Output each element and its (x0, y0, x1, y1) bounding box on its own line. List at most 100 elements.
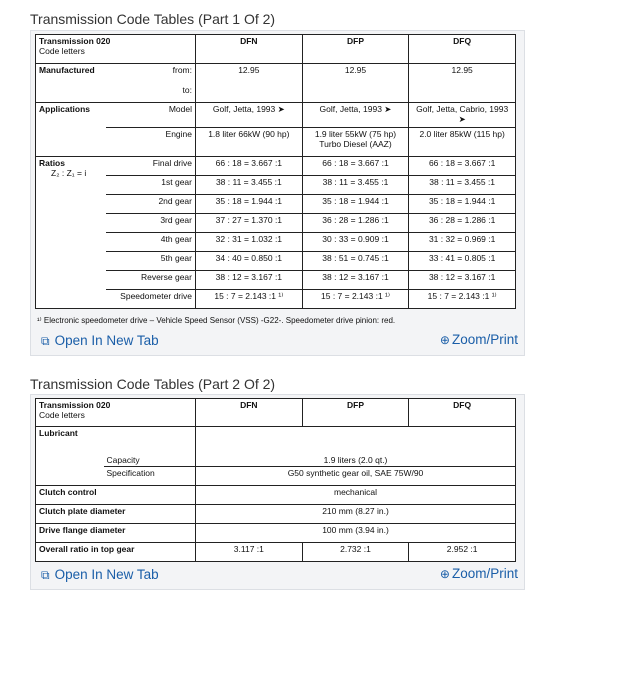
ratio-row: 1st gear 38 : 11 = 3.455 :1 38 : 11 = 3.45… (36, 175, 516, 195)
engine-label: Engine (105, 127, 196, 157)
cell: 2.0 liter 85kW (115 hp) (408, 127, 516, 157)
drive-flange-label: Drive flange diameter (35, 523, 196, 543)
col-dfq: DFQ (408, 398, 516, 427)
model-label: Model (105, 102, 196, 128)
ratio-cell: 34 : 40 = 0.850 :1 (195, 251, 303, 271)
part2-table-image: Transmission 020 Code letters DFN DFP DFQ L… (35, 398, 516, 562)
ratio-row: Reverse gear 38 : 12 = 3.167 :1 38 : 12 = … (36, 270, 516, 290)
ratio-cell: 33 : 41 = 0.805 :1 (408, 251, 516, 271)
cell: mechanical (195, 485, 516, 505)
ratio-cell: 38 : 12 = 3.167 :1 (195, 270, 303, 290)
overall-ratio-label: Overall ratio in top gear (35, 542, 196, 562)
header-l1: Transmission 020 (39, 400, 111, 410)
cell: 1.9 liter 55kW (75 hp) Turbo Diesel (AAZ… (301, 127, 410, 157)
zoom-label: Zoom/Print (451, 332, 518, 347)
ratio-row: Ratios Z₂ : Z₁ = i Final drive 66 : 18 = 3.… (35, 156, 516, 309)
cell: 210 mm (8.27 in.) (195, 504, 516, 524)
ratios-label: Ratios Z₂ : Z₁ = i (35, 156, 106, 309)
zoom-icon: ⊕ (439, 333, 450, 347)
col-dfp: DFP (301, 398, 410, 427)
ratio-cell: 35 : 18 = 1.944 :1 (195, 194, 303, 214)
cell: 12.95 (301, 63, 410, 103)
cell: Golf, Jetta, 1993 ➤ (301, 102, 410, 128)
ratio-cell: 37 : 27 = 1.370 :1 (195, 213, 303, 233)
ratio-cell: 38 : 51 = 0.745 :1 (301, 251, 410, 271)
footnote: ¹⁾ Electronic speedometer drive – Vehicl… (37, 316, 396, 325)
cell: G50 synthetic gear oil, SAE 75W/90 (195, 466, 516, 486)
cell: 12.95 (195, 63, 303, 103)
cell: 100 mm (3.94 in.) (195, 523, 516, 543)
col-dfn: DFN (195, 34, 303, 64)
gear-label: 3rd gear (105, 213, 196, 233)
ratio-cell: 38 : 12 = 3.167 :1 (408, 270, 516, 290)
ratio-cell: 15 : 7 = 2.143 :1 ¹⁾ (301, 289, 410, 309)
ratio-cell: 32 : 31 = 1.032 :1 (195, 232, 303, 252)
part1-title: Transmission Code Tables (Part 1 Of 2) (30, 11, 276, 27)
cell: 1.8 liter 66kW (90 hp) (195, 127, 303, 157)
ratio-cell: 38 : 11 = 3.455 :1 (301, 175, 410, 195)
col-dfn: DFN (195, 398, 303, 427)
zoom-label: Zoom/Print (451, 566, 518, 581)
open-tab-label: Open In New Tab (54, 333, 159, 348)
ratio-cell: 66 : 18 = 3.667 :1 (408, 156, 516, 176)
open-tab-icon: ⧉ (41, 568, 50, 582)
ratio-cell: 38 : 11 = 3.455 :1 (408, 175, 516, 195)
zoom-print-link[interactable]: ⊕ Zoom/Print (440, 332, 518, 347)
lubricant-label: Lubricant (35, 426, 104, 486)
cell: 3.117 :1 (195, 542, 303, 562)
ratio-cell: 35 : 18 = 1.944 :1 (301, 194, 410, 214)
part1-table-image: Transmission 020 Code letters DFN DFP DFQ M… (35, 34, 516, 309)
gear-label: 1st gear (105, 175, 196, 195)
open-tab-label: Open In New Tab (54, 567, 159, 582)
ratio-row: 3rd gear 37 : 27 = 1.370 :1 36 : 28 = 1.28… (36, 213, 516, 233)
gear-label: 2nd gear (105, 194, 196, 214)
capacity-label: Capacity (103, 426, 196, 467)
open-new-tab-link[interactable]: ⧉ Open In New Tab (41, 567, 159, 583)
ratio-row: 4th gear 32 : 31 = 1.032 :1 30 : 33 = 0.90… (36, 232, 516, 252)
ratio-cell: 15 : 7 = 2.143 :1 ¹⁾ (195, 289, 303, 309)
cell: 1.9 liters (2.0 qt.) (195, 426, 516, 467)
ratio-cell: 38 : 11 = 3.455 :1 (195, 175, 303, 195)
manufactured-label: Manufactured (35, 63, 106, 103)
zoom-print-link[interactable]: ⊕ Zoom/Print (440, 566, 518, 581)
ratio-cell: 30 : 33 = 0.909 :1 (301, 232, 410, 252)
ratio-cell: 36 : 28 = 1.286 :1 (301, 213, 410, 233)
gear-label: 5th gear (105, 251, 196, 271)
cell: 12.95 (408, 63, 516, 103)
open-tab-icon: ⧉ (41, 334, 50, 348)
ratios-formula: Z₂ : Z₁ = i (51, 168, 87, 178)
gear-label: Speedometer drive (105, 289, 196, 309)
zoom-icon: ⊕ (439, 567, 450, 581)
col-dfp: DFP (301, 34, 410, 64)
ratio-cell: 66 : 18 = 3.667 :1 (301, 156, 410, 176)
ratio-cell: 66 : 18 = 3.667 :1 (195, 156, 303, 176)
header-label: Transmission 020 Code letters (35, 34, 196, 64)
ratio-cell: 35 : 18 = 1.944 :1 (408, 194, 516, 214)
part2-title: Transmission Code Tables (Part 2 Of 2) (30, 376, 276, 392)
part1-panel: Transmission 020 Code letters DFN DFP DFQ M… (30, 30, 525, 356)
ratio-row: Speedometer drive 15 : 7 = 2.143 :1 ¹⁾ 15 … (36, 289, 516, 309)
part2-panel: Transmission 020 Code letters DFN DFP DFQ L… (30, 394, 525, 590)
ratio-cell: 38 : 12 = 3.167 :1 (301, 270, 410, 290)
cell: 2.732 :1 (301, 542, 410, 562)
clutch-control-label: Clutch control (35, 485, 196, 505)
from-label: from: (105, 63, 196, 84)
gear-label: 4th gear (105, 232, 196, 252)
to-label: to: (105, 83, 196, 103)
gear-label: Final drive (105, 156, 196, 176)
ratio-row: 5th gear 34 : 40 = 0.850 :1 38 : 51 = 0.74… (36, 251, 516, 271)
applications-label: Applications (35, 102, 106, 157)
ratio-row: 2nd gear 35 : 18 = 1.944 :1 35 : 18 = 1.94… (36, 194, 516, 214)
clutch-plate-label: Clutch plate diameter (35, 504, 196, 524)
ratio-cell: 15 : 7 = 2.143 :1 ¹⁾ (408, 289, 516, 309)
gear-label: Reverse gear (105, 270, 196, 290)
ratio-cell: 36 : 28 = 1.286 :1 (408, 213, 516, 233)
ratios-title: Ratios (39, 158, 65, 168)
cell: 2.952 :1 (408, 542, 516, 562)
cell: Golf, Jetta, Cabrio, 1993 ➤ (408, 102, 516, 128)
open-new-tab-link[interactable]: ⧉ Open In New Tab (41, 333, 159, 349)
ratio-cell: 31 : 32 = 0.969 :1 (408, 232, 516, 252)
header-l2: Code letters (39, 410, 85, 420)
col-dfq: DFQ (408, 34, 516, 64)
cell: Golf, Jetta, 1993 ➤ (195, 102, 303, 128)
